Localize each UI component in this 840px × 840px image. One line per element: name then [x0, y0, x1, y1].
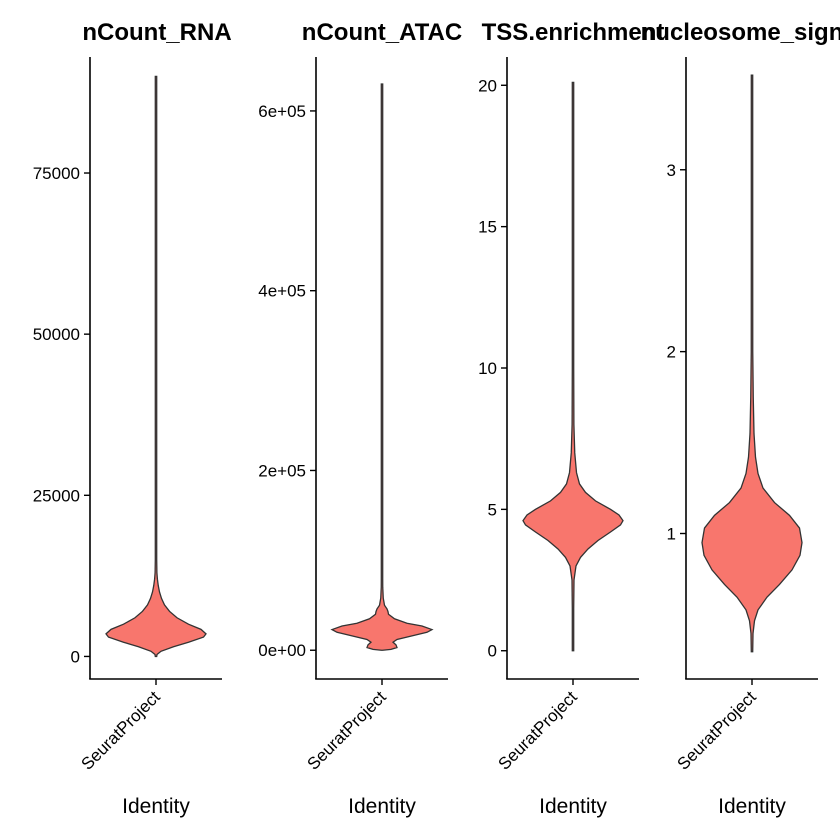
- x-tick-label: SeuratProject: [674, 687, 760, 773]
- y-tick-label: 1: [667, 525, 676, 544]
- panel-title: nCount_RNA: [82, 19, 231, 46]
- y-tick-label: 3: [667, 161, 676, 180]
- y-tick-label: 75000: [33, 164, 80, 183]
- x-axis-label: Identity: [122, 795, 190, 818]
- x-tick-label: SeuratProject: [78, 687, 164, 773]
- y-tick-label: 10: [478, 359, 497, 378]
- panel-title: nucleosome_signal: [641, 19, 840, 46]
- violin-shape: [330, 83, 434, 651]
- x-tick-label: SeuratProject: [495, 687, 581, 773]
- y-tick-label: 2e+05: [258, 461, 306, 480]
- violin-shape: [105, 75, 207, 658]
- y-tick-label: 50000: [33, 325, 80, 344]
- panel-2: nCount_ATAC 0e+00 2e+05 4e+05 6e+05 SeuratPro…: [258, 19, 462, 818]
- panel-4: nucleosome_signal 1 2 3 SeuratProject Identit…: [641, 19, 840, 818]
- y-tick-label: 25000: [33, 486, 80, 505]
- panel-title: TSS.enrichment: [482, 19, 665, 46]
- y-tick-label: 20: [478, 76, 497, 95]
- y-tick-label: 15: [478, 218, 497, 237]
- x-axis-label: Identity: [718, 795, 786, 818]
- y-tick-label: 6e+05: [258, 102, 306, 121]
- x-axis-label: Identity: [348, 795, 416, 818]
- x-axis-label: Identity: [539, 795, 607, 818]
- y-tick-label: 5: [488, 500, 497, 519]
- y-tick-label: 4e+05: [258, 282, 306, 301]
- y-tick-label: 0: [488, 642, 497, 661]
- violin-shape: [701, 74, 803, 653]
- panel-1: nCount_RNA 0 25000 50000 75000 SeuratProject I…: [33, 19, 232, 818]
- violin-shape: [522, 81, 624, 652]
- y-tick-label: 0: [71, 647, 80, 666]
- panel-title: nCount_ATAC: [302, 19, 462, 46]
- panel-3: TSS.enrichment 0 5 10 15 20 SeuratProject Ident…: [478, 19, 664, 818]
- y-tick-label: 0e+00: [258, 641, 306, 660]
- y-tick-label: 2: [667, 343, 676, 362]
- x-tick-label: SeuratProject: [304, 687, 390, 773]
